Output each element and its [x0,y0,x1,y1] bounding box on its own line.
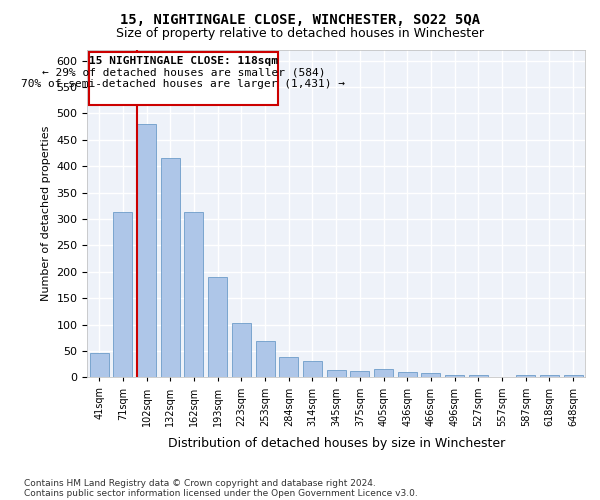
Text: 70% of semi-detached houses are larger (1,431) →: 70% of semi-detached houses are larger (… [22,78,346,88]
Bar [256,342,275,378]
Bar [398,372,417,378]
Y-axis label: Number of detached properties: Number of detached properties [41,126,51,302]
Bar [303,361,322,378]
FancyBboxPatch shape [89,52,278,105]
Bar [516,375,535,378]
Bar [350,371,370,378]
Text: Size of property relative to detached houses in Winchester: Size of property relative to detached ho… [116,28,484,40]
Text: 15 NIGHTINGALE CLOSE: 118sqm: 15 NIGHTINGALE CLOSE: 118sqm [89,56,278,66]
Bar [279,358,298,378]
X-axis label: Distribution of detached houses by size in Winchester: Distribution of detached houses by size … [167,437,505,450]
Bar [374,370,393,378]
Bar [113,212,133,378]
Text: 15, NIGHTINGALE CLOSE, WINCHESTER, SO22 5QA: 15, NIGHTINGALE CLOSE, WINCHESTER, SO22 … [120,12,480,26]
Bar [208,277,227,378]
Bar [421,372,440,378]
Bar [540,374,559,378]
Bar [232,323,251,378]
Text: Contains HM Land Registry data © Crown copyright and database right 2024.: Contains HM Land Registry data © Crown c… [24,478,376,488]
Bar [326,370,346,378]
Bar [445,374,464,378]
Bar [563,374,583,378]
Text: ← 29% of detached houses are smaller (584): ← 29% of detached houses are smaller (58… [41,68,325,78]
Bar [137,124,156,378]
Bar [184,212,203,378]
Text: Contains public sector information licensed under the Open Government Licence v3: Contains public sector information licen… [24,488,418,498]
Bar [161,158,180,378]
Bar [89,353,109,378]
Bar [469,374,488,378]
